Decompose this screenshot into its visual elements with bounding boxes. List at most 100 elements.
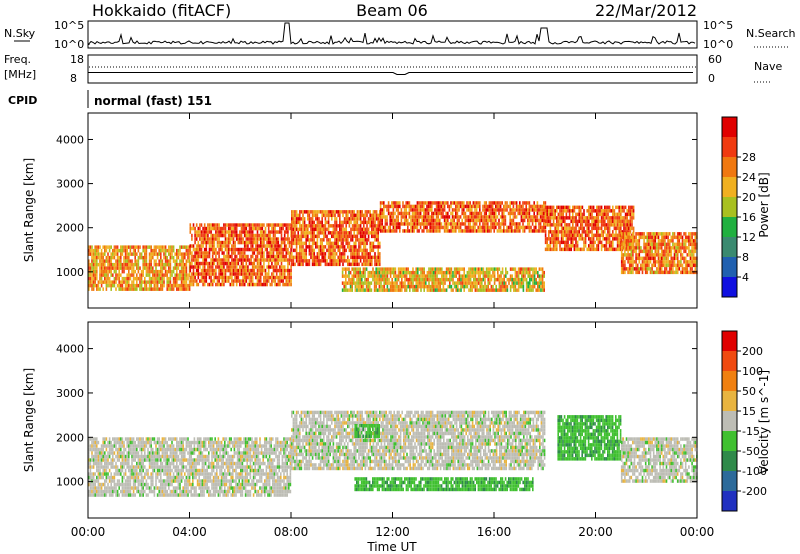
heatmap-cell [350,248,352,253]
heatmap-cell [672,267,674,271]
heatmap-cell [291,252,293,256]
heatmap-cell [608,216,611,220]
heatmap-cell [235,275,238,280]
heatmap-cell [158,280,160,284]
heatmap-cell [271,226,273,231]
heatmap-cell [364,234,367,239]
heatmap-cell [455,270,457,275]
heatmap-cell [504,204,507,209]
heatmap-cell [272,268,275,273]
heatmap-cell [581,226,584,231]
heatmap-cell [626,223,628,227]
heatmap-cell [472,204,475,209]
heatmap-cell [381,211,383,216]
heatmap-cell [631,212,633,217]
heatmap-cell [477,277,480,282]
heatmap-cell [105,269,108,274]
heatmap-cell [332,213,335,218]
heatmap-cell [377,274,379,278]
heatmap-cell [387,201,390,205]
heatmap-cell [399,201,401,205]
heatmap-cell [572,212,574,217]
heatmap-cell [321,224,323,228]
heatmap-cell [474,229,476,233]
heatmap-cell [263,261,265,266]
heatmap-cell [271,258,273,262]
heatmap-cell [455,211,457,216]
heatmap-cell [481,284,483,289]
heatmap-cell [607,230,609,234]
heatmap-cell [428,281,430,285]
heatmap-cell [568,205,571,210]
heatmap-cell [364,267,366,271]
heatmap-cell [540,274,542,278]
heatmap-cell [140,252,143,256]
heatmap-cell [458,267,461,271]
heatmap-cell [435,211,438,216]
heatmap-cell [620,230,622,234]
heatmap-cell [444,288,446,292]
heatmap-cell [589,237,592,241]
heatmap-cell [105,283,108,288]
heatmap-cell [327,224,330,228]
heatmap-cell [584,216,587,220]
heatmap-cell [529,274,531,278]
heatmap-cell [115,287,117,291]
heatmap-cell [607,216,609,220]
heatmap-cell [105,248,108,253]
heatmap-cell [194,275,196,280]
heatmap-cell [315,210,317,214]
heatmap-cell [471,274,473,278]
heatmap-cell [490,222,492,226]
heatmap-cell [287,233,289,238]
heatmap-cell [638,267,641,271]
heatmap-cell [535,277,537,282]
heatmap-cell [482,218,484,223]
heatmap-cell [648,260,650,264]
heatmap-cell [267,272,270,276]
heatmap-cell [624,246,626,250]
heatmap-cell [195,247,198,252]
heatmap-cell [684,267,687,271]
heatmap-cell [335,262,338,267]
heatmap-cell [411,215,414,219]
heatmap-cell [405,222,407,226]
heatmap-cell [594,216,596,220]
heatmap-cell [583,219,585,224]
heatmap-cell [343,245,346,249]
heatmap-cell [529,281,531,285]
heatmap-cell [594,209,596,213]
heatmap-cell [651,239,653,243]
heatmap-cell [307,238,309,242]
heatmap-cell [302,262,304,267]
heatmap-cell [158,245,160,249]
heatmap-cell [326,238,328,242]
heatmap-cell [560,212,563,217]
heatmap-cell [381,201,383,205]
heatmap-cell [88,276,90,281]
heatmap-cell [543,225,545,230]
heatmap-cell [416,201,419,205]
heatmap-cell [680,232,682,236]
heatmap-cell [600,244,603,248]
heatmap-cell [564,247,566,252]
heatmap-cell [654,235,657,240]
heatmap-cell [533,208,535,212]
heatmap-cell [405,218,407,223]
heatmap-cell [519,201,521,205]
heatmap-cell [331,241,333,246]
heatmap-cell [350,217,352,221]
heatmap-cell [672,242,674,247]
heatmap-cell [128,266,130,270]
heatmap-cell [285,237,288,241]
heatmap-cell [613,237,616,241]
heatmap-cell [253,247,256,252]
heatmap-cell [195,261,198,266]
heatmap-cell [556,209,558,213]
heatmap-cell [629,240,632,245]
heatmap-cell [620,260,623,264]
heatmap-cell [670,256,673,261]
heatmap-cell [367,217,370,221]
heatmap-cell [423,222,425,226]
heatmap-cell [248,261,251,266]
